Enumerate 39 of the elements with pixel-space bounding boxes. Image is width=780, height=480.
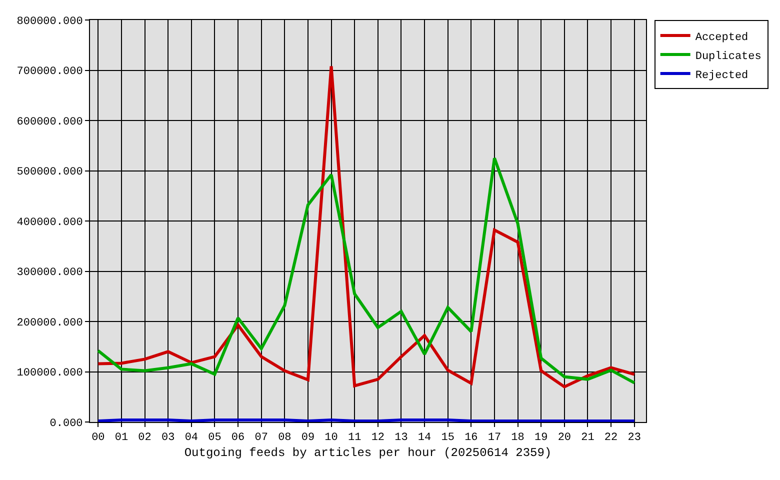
y-tick-label: 400000.000 [16,216,83,229]
x-tick-label: 00 [92,432,105,444]
x-tick-label: 01 [114,432,128,444]
x-tick-label: 13 [394,432,408,444]
x-tick-label: 23 [628,432,641,444]
x-tick-label: 02 [138,432,152,444]
x-tick-label: 03 [162,432,175,444]
x-tick-label: 19 [534,432,548,444]
y-tick-label: 700000.000 [16,66,83,78]
legend-label: Duplicates [695,50,762,63]
y-tick-label: 600000.000 [16,116,83,128]
x-tick-label: 14 [418,432,432,444]
x-tick-label: 05 [208,432,222,444]
x-tick-label: 04 [184,432,198,444]
x-axis-title: Outgoing feeds by articles per hour (20250614 2359) [184,446,552,460]
y-tick-label: 500000.000 [16,166,83,179]
y-tick-label: 200000.000 [16,317,83,330]
y-tick-label: 300000.000 [16,267,83,280]
y-tick-label: 0.000 [50,418,83,430]
x-tick-label: 15 [441,432,454,444]
y-tick-label: 100000.000 [16,368,83,380]
legend-label: Rejected [695,70,748,82]
x-tick-label: 20 [558,432,572,444]
x-tick-label: 18 [511,432,524,444]
line-series [96,64,636,388]
x-tick-label: 21 [581,432,595,444]
legend-label: Accepted [695,32,748,44]
x-tick-label: 11 [348,432,362,444]
x-tick-label: 22 [604,432,618,444]
x-tick-label: 08 [278,432,292,444]
line-series [96,156,636,384]
y-tick-label: 800000.000 [16,16,83,28]
x-tick-label: 10 [324,432,338,444]
x-tick-label: 16 [464,432,478,444]
x-tick-label: 07 [254,432,268,444]
x-tick-label: 09 [301,432,315,444]
x-tick-label: 06 [231,432,245,444]
x-tick-label: 17 [488,432,502,444]
x-tick-label: 12 [371,432,385,444]
